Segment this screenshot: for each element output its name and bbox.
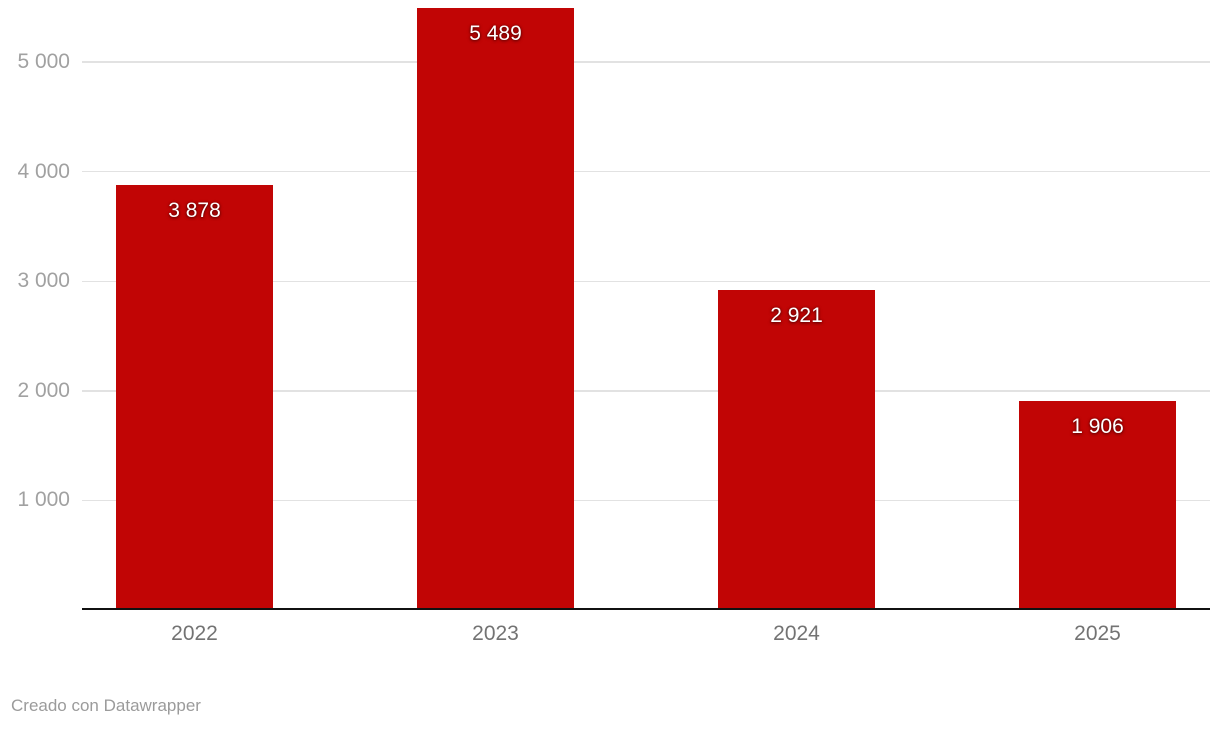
gridline (82, 499, 1210, 502)
y-tick-label: 3 000 (17, 269, 70, 293)
y-tick-label: 2 000 (17, 378, 70, 402)
bar-value-label: 3 878 (168, 198, 221, 221)
gridline (82, 170, 1210, 173)
bar-2024[interactable]: 2 921 (718, 289, 875, 608)
bar-value-label: 2 921 (770, 303, 823, 326)
gridline (82, 280, 1210, 282)
x-axis-line (82, 608, 1210, 610)
gridline (82, 390, 1210, 392)
datawrapper-attribution-link[interactable]: Creado con Datawrapper (11, 696, 201, 715)
bar-value-label: 1 906 (1071, 415, 1124, 438)
gridline (82, 61, 1210, 63)
x-tick-label: 2023 (472, 622, 519, 645)
x-tick-label: 2022 (171, 622, 218, 645)
bar-2022[interactable]: 3 878 (116, 184, 273, 608)
x-tick-label: 2025 (1074, 622, 1121, 645)
bar-2025[interactable]: 1 906 (1019, 401, 1176, 608)
y-tick-label: 4 000 (17, 159, 70, 183)
x-tick-label: 2024 (773, 622, 820, 645)
y-tick-label: 5 000 (17, 50, 70, 74)
y-tick-label: 1 000 (17, 488, 70, 512)
bar-2023[interactable]: 5 489 (417, 8, 574, 608)
bar-value-label: 5 489 (469, 22, 522, 45)
